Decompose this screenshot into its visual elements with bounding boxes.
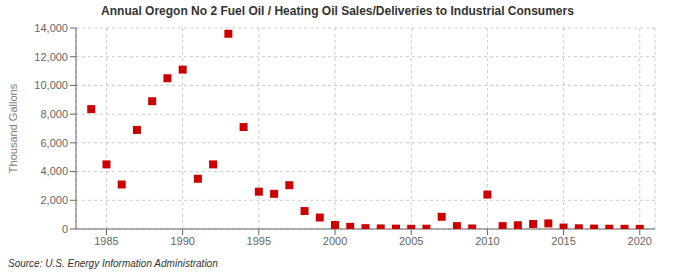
svg-text:1995: 1995 [247, 235, 271, 247]
svg-text:Thousand Gallons: Thousand Gallons [8, 83, 19, 173]
svg-text:2015: 2015 [551, 235, 575, 247]
svg-text:0: 0 [62, 223, 68, 235]
svg-text:10,000: 10,000 [34, 79, 68, 91]
svg-text:1985: 1985 [94, 235, 118, 247]
svg-text:2020: 2020 [628, 235, 652, 247]
svg-text:2000: 2000 [323, 235, 347, 247]
html-text:Source: U.S. Energy Informatio: Source: U.S. Energy Information Administ… [8, 258, 218, 269]
svg-text:2,000: 2,000 [40, 194, 68, 206]
svg-text:2010: 2010 [475, 235, 499, 247]
svg-text:4,000: 4,000 [40, 165, 68, 177]
svg-text:2005: 2005 [399, 235, 423, 247]
svg-text:8,000: 8,000 [40, 108, 68, 120]
svg-text:6,000: 6,000 [40, 137, 68, 149]
svg-text:14,000: 14,000 [34, 22, 68, 34]
svg-text:12,000: 12,000 [34, 51, 68, 63]
svg-text:1990: 1990 [170, 235, 194, 247]
html-text:Annual Oregon No 2 Fuel Oil /: Annual Oregon No 2 Fuel Oil / Heating Oi… [101, 4, 574, 18]
